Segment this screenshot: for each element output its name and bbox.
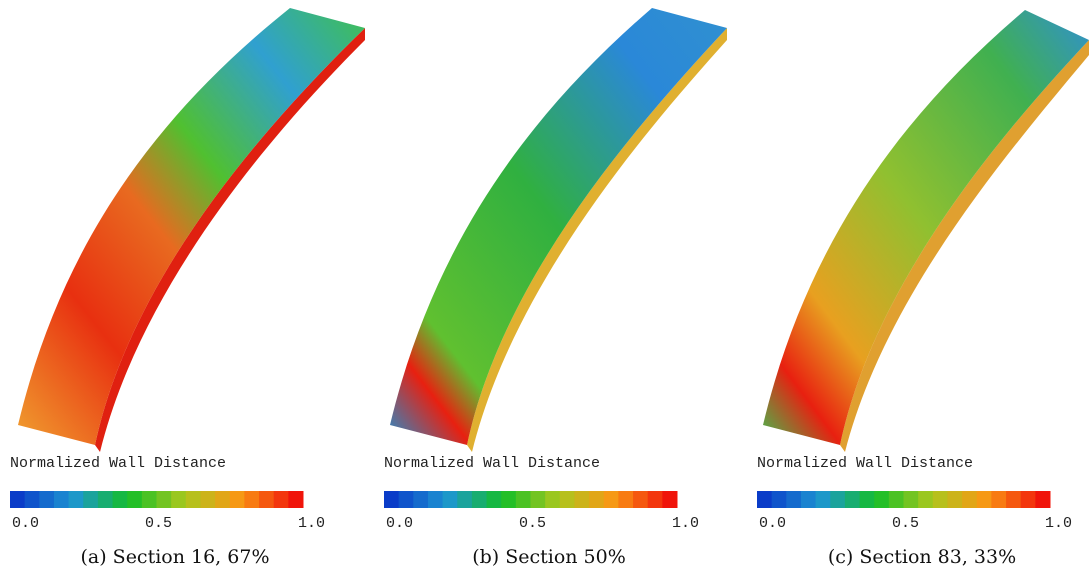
legend: Normalized Wall Distance 0.0 0.5 1.0 (a) Sec… (10, 455, 325, 568)
colorbar-cell (859, 491, 875, 508)
colorbar-cell (413, 491, 429, 508)
colorbar-cell (68, 491, 84, 508)
colorbar-cell (229, 491, 245, 508)
legend: Normalized Wall Distance 0.0 0.5 1.0 (b) Sec… (384, 455, 699, 568)
colorbar-cell (127, 491, 143, 508)
panel: Normalized Wall Distance 0.0 0.5 1.0 (a) Sec… (10, 8, 365, 568)
colorbar-cell (156, 491, 172, 508)
colorbar-cell (947, 491, 963, 508)
colorbar-cell (603, 491, 619, 508)
legend-title: Normalized Wall Distance (10, 455, 226, 472)
colorbar-cell (1020, 491, 1036, 508)
colorbar-cell (991, 491, 1007, 508)
colorbar-tick-label: 1.0 (298, 515, 325, 532)
colorbar-tick-label: 1.0 (672, 515, 699, 532)
colorbar-tick-label: 0.5 (145, 515, 172, 532)
blade-surface (18, 8, 365, 445)
colorbar-cell (786, 491, 802, 508)
colorbar-cell (471, 491, 488, 508)
colorbar-tick-label: 0.0 (386, 515, 413, 532)
legend-title: Normalized Wall Distance (757, 455, 973, 472)
colorbar-cell (800, 491, 817, 508)
colorbar-cell (757, 491, 773, 508)
colorbar-tick-label: 0.0 (12, 515, 39, 532)
panel: Normalized Wall Distance 0.0 0.5 1.0 (b) Sec… (384, 8, 727, 568)
caption: (b) Section 50% (472, 546, 626, 568)
colorbar-cell (574, 491, 590, 508)
colorbar-cell (815, 491, 831, 508)
colorbar-cell (530, 491, 546, 508)
colorbar-cell (559, 491, 575, 508)
colorbar-tick-label: 0.5 (892, 515, 919, 532)
colorbar-cell (1006, 491, 1022, 508)
colorbar-cell (244, 491, 260, 508)
colorbar-cell (200, 491, 216, 508)
colorbar-tick-label: 0.0 (759, 515, 786, 532)
colorbar-cell (932, 491, 948, 508)
colorbar-cell (171, 491, 187, 508)
colorbar-cell (97, 491, 114, 508)
colorbar-cell (662, 491, 678, 508)
colorbar-tick-label: 1.0 (1045, 515, 1072, 532)
legend-title: Normalized Wall Distance (384, 455, 600, 472)
colorbar-cell (427, 491, 444, 508)
colorbar-cell (976, 491, 992, 508)
colorbar-cell (501, 491, 517, 508)
colorbar-cell (273, 491, 289, 508)
panel: Normalized Wall Distance 0.0 0.5 1.0 (c) Sec… (757, 10, 1089, 568)
colorbar-cell (10, 491, 26, 508)
caption: (c) Section 83, 33% (828, 546, 1016, 568)
blade-side (840, 40, 1089, 452)
colorbar-cell (903, 491, 919, 508)
colorbar-cell (830, 491, 846, 508)
colorbar-cell (39, 491, 55, 508)
colorbar-cell (888, 491, 904, 508)
colorbar-cell (53, 491, 70, 508)
colorbar-cell (589, 491, 605, 508)
colorbar-cell (486, 491, 502, 508)
colorbar-cell (633, 491, 649, 508)
colorbar-cell (185, 491, 201, 508)
colorbar-cell (112, 491, 128, 508)
legend: Normalized Wall Distance 0.0 0.5 1.0 (c) Sec… (757, 455, 1072, 568)
colorbar-cell (83, 491, 99, 508)
colorbar-cell (215, 491, 231, 508)
colorbar-cell (141, 491, 157, 508)
colorbar-cell (962, 491, 978, 508)
colorbar-cell (24, 491, 40, 508)
colorbar-cell (874, 491, 890, 508)
colorbar-cell (844, 491, 861, 508)
colorbar-cell (457, 491, 473, 508)
colorbar-cell (288, 491, 304, 508)
colorbar-cell (545, 491, 561, 508)
colorbar-cell (442, 491, 458, 508)
colorbar-cell (647, 491, 663, 508)
colorbar-cell (618, 491, 634, 508)
colorbar-cell (771, 491, 787, 508)
colorbar-cell (259, 491, 275, 508)
colorbar-cell (1035, 491, 1051, 508)
colorbar-cell (384, 491, 400, 508)
blade-surface (763, 10, 1089, 445)
colorbar-tick-label: 0.5 (519, 515, 546, 532)
colorbar-cell (398, 491, 414, 508)
colorbar-cell (515, 491, 531, 508)
blade-surface (390, 8, 727, 445)
caption: (a) Section 16, 67% (80, 546, 269, 568)
colorbar-cell (918, 491, 934, 508)
